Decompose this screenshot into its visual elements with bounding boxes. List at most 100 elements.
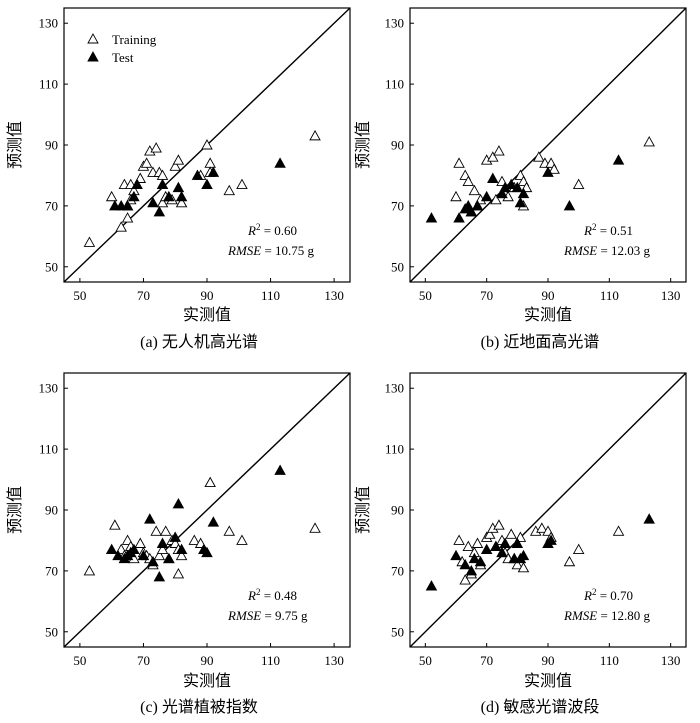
- training-point: [450, 190, 462, 202]
- training-point: [462, 540, 475, 551]
- training-point: [643, 136, 655, 147]
- test-point: [153, 206, 166, 217]
- test-point: [112, 549, 124, 561]
- training-point: [140, 157, 153, 168]
- training-point: [150, 142, 162, 153]
- y-tick-label: 70: [391, 198, 404, 213]
- test-point: [511, 181, 524, 193]
- training-point: [153, 549, 166, 561]
- training-point: [493, 145, 505, 156]
- training-point: [204, 157, 216, 168]
- y-tick-label: 110: [385, 442, 404, 457]
- legend-training-label: Training: [112, 32, 157, 47]
- rmse-annotation: RMSE = 12.80 g: [563, 608, 651, 623]
- training-point: [201, 139, 213, 150]
- test-point: [517, 187, 530, 199]
- test-point: [121, 199, 134, 211]
- y-tick-label: 130: [385, 381, 405, 396]
- training-point: [223, 184, 236, 196]
- training-point: [109, 519, 121, 530]
- test-point: [496, 546, 508, 558]
- training-series: [453, 519, 625, 585]
- y-tick-label: 90: [391, 138, 404, 153]
- training-point: [204, 476, 216, 488]
- test-point: [505, 178, 517, 190]
- test-point: [465, 206, 478, 217]
- training-point: [533, 151, 545, 162]
- y-axis-label: 预测值: [354, 121, 372, 169]
- test-point: [496, 187, 508, 199]
- test-series: [425, 154, 625, 223]
- test-point: [517, 549, 530, 561]
- training-point: [223, 525, 236, 536]
- training-point: [188, 534, 201, 545]
- test-point: [175, 190, 188, 202]
- x-tick-label: 90: [542, 653, 555, 668]
- y-axis-label: 预测值: [6, 486, 24, 534]
- x-tick-label: 90: [542, 288, 555, 303]
- training-point: [236, 534, 248, 545]
- test-point: [490, 540, 502, 551]
- x-axis-label: 实测值: [183, 672, 231, 690]
- test-point: [499, 537, 511, 548]
- legend-test-marker: [87, 51, 99, 62]
- test-point: [207, 516, 220, 527]
- x-tick-label: 50: [419, 288, 432, 303]
- training-point: [572, 543, 585, 555]
- x-tick-label: 130: [661, 288, 681, 303]
- x-tick-label: 130: [661, 653, 681, 668]
- y-tick-label: 70: [391, 563, 404, 578]
- training-point: [548, 163, 560, 174]
- test-point: [147, 196, 159, 208]
- test-point: [175, 543, 188, 555]
- training-point: [505, 528, 517, 539]
- training-point: [115, 221, 127, 232]
- panel-caption: (b) 近地面高光谱: [481, 333, 600, 351]
- training-point: [536, 522, 548, 533]
- rmse-annotation: RMSE = 12.03 g: [563, 243, 651, 258]
- test-point: [201, 546, 213, 558]
- scatter-panel-b: 50 70 90 110 130 50 70 90 110 130 实测值 预测值 R2 = 0.51 R…: [354, 7, 687, 351]
- y-tick-label: 50: [391, 624, 404, 639]
- training-point: [453, 157, 465, 168]
- y-tick-label: 130: [385, 16, 405, 31]
- r2-annotation: R2 = 0.51: [583, 222, 633, 238]
- scatter-panel-c: 50 70 90 110 130 50 70 90 110 130 实测值 预测值 R2 = 0.48 R…: [6, 372, 351, 716]
- test-point: [511, 537, 524, 548]
- x-tick-label: 130: [324, 288, 344, 303]
- test-point: [156, 178, 169, 190]
- x-axis-label: 实测值: [524, 672, 572, 690]
- r2-annotation: R2 = 0.60: [247, 222, 297, 238]
- x-tick-label: 90: [201, 653, 214, 668]
- y-tick-label: 110: [385, 77, 404, 92]
- test-point: [471, 199, 484, 211]
- y-tick-label: 90: [391, 503, 404, 518]
- training-point: [517, 561, 530, 573]
- test-point: [144, 513, 156, 524]
- x-tick-label: 70: [480, 288, 493, 303]
- y-tick-label: 130: [39, 381, 59, 396]
- x-tick-label: 110: [261, 653, 280, 668]
- test-point: [172, 181, 185, 193]
- training-point: [309, 129, 321, 141]
- test-series: [105, 464, 286, 582]
- test-point: [201, 178, 213, 190]
- scatter-panel-d: 50 70 90 110 130 50 70 90 110 130 实测值 预测值 R2 = 0.70 R…: [354, 372, 687, 716]
- x-tick-label: 130: [324, 653, 344, 668]
- training-point: [511, 558, 524, 570]
- y-tick-label: 110: [39, 442, 58, 457]
- panel-caption: (a) 无人机高光谱: [140, 333, 258, 351]
- test-point: [163, 190, 175, 202]
- test-point: [643, 513, 655, 524]
- test-point: [153, 571, 166, 582]
- training-point: [169, 160, 181, 171]
- y-tick-label: 50: [45, 624, 58, 639]
- training-point: [483, 528, 496, 539]
- x-tick-label: 70: [137, 653, 150, 668]
- training-point: [134, 537, 147, 548]
- training-point: [150, 525, 162, 536]
- panel-caption: (c) 光谱植被指数: [140, 698, 258, 716]
- training-point: [172, 568, 185, 579]
- test-point: [425, 212, 438, 223]
- training-point: [490, 193, 502, 205]
